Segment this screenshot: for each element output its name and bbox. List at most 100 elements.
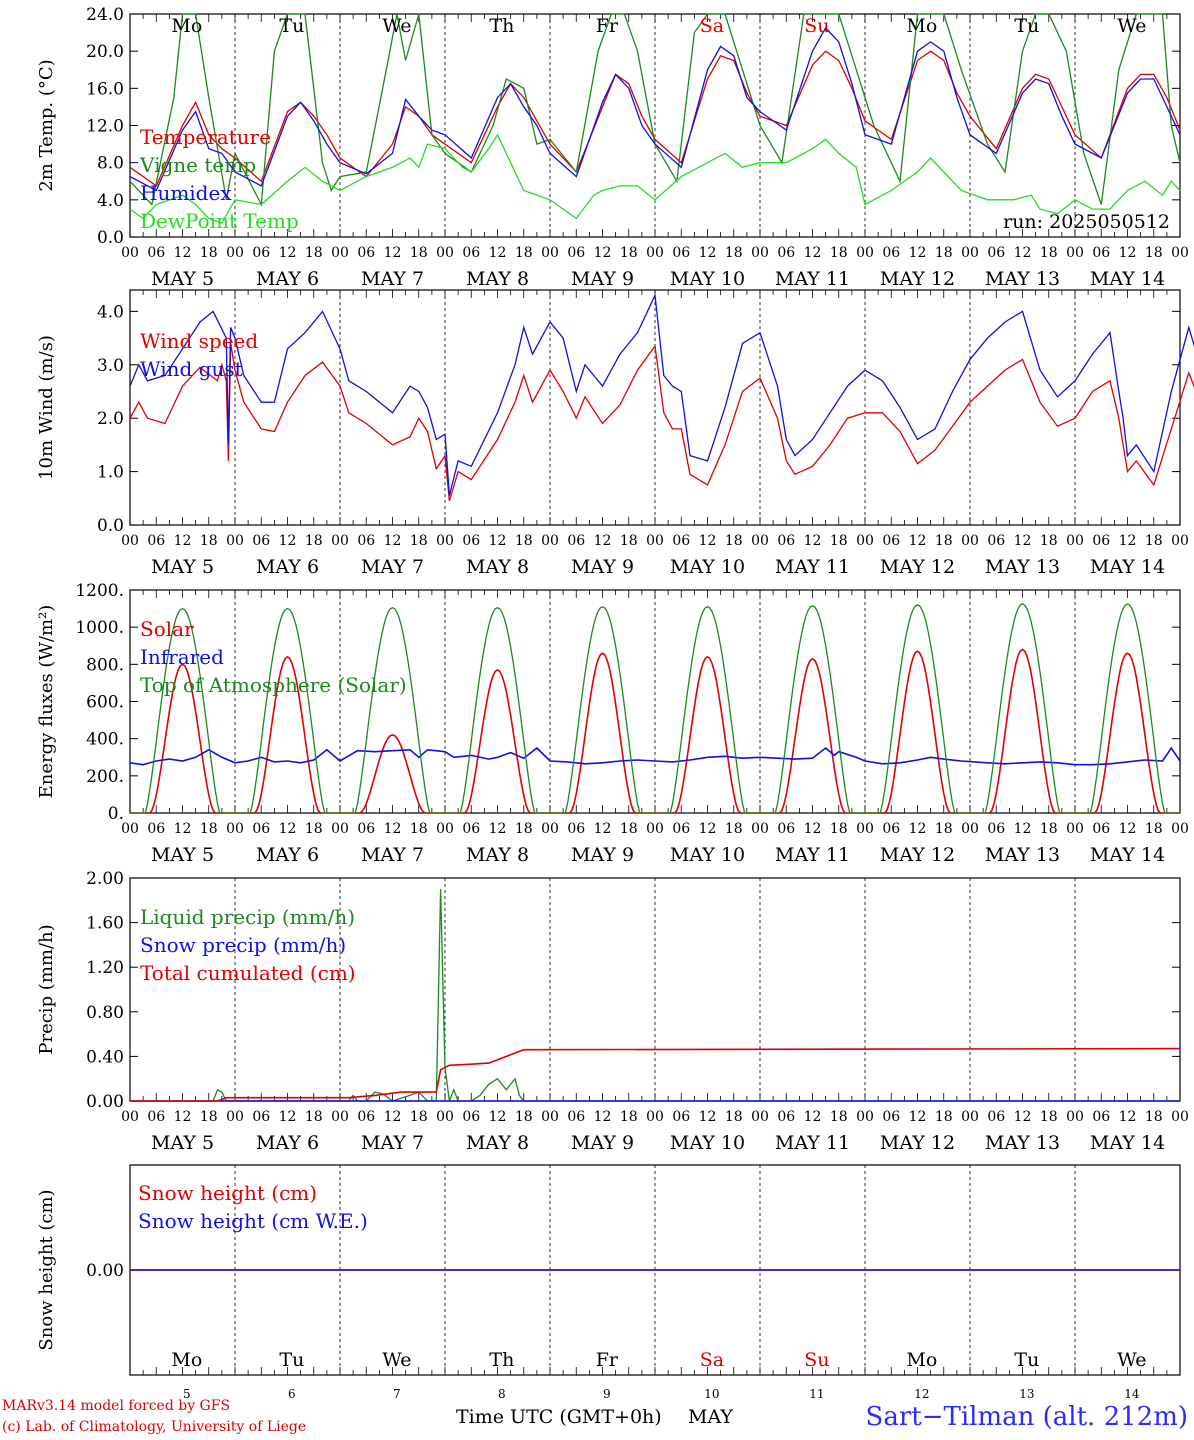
date-label: MAY 10 — [670, 556, 745, 578]
hour-label: 06 — [357, 821, 375, 837]
hour-label: 06 — [147, 821, 165, 837]
legend-entry: Temperature — [140, 125, 271, 149]
hour-label: 18 — [1145, 533, 1163, 549]
hour-label: 00 — [1171, 245, 1189, 261]
hour-label: 06 — [252, 245, 270, 261]
date-label: MAY 12 — [880, 556, 955, 578]
date-label: MAY 8 — [466, 268, 529, 290]
date-label: MAY 13 — [985, 268, 1060, 290]
hour-label: 18 — [935, 245, 953, 261]
day-number: 9 — [603, 1387, 611, 1401]
legend-entry: DewPoint Temp — [140, 209, 299, 233]
day-number: 6 — [288, 1387, 296, 1401]
model-credit: MARv3.14 model forced by GFS — [2, 1398, 231, 1414]
date-label: MAY 5 — [151, 556, 214, 578]
hour-label: 18 — [410, 533, 428, 549]
date-label: MAY 6 — [256, 268, 319, 290]
weekday-label: Fr — [596, 1349, 619, 1371]
hour-label: 12 — [279, 1109, 297, 1125]
legend-entry: Infrared — [140, 645, 224, 669]
y-tick-label: 1.20 — [86, 958, 124, 978]
hour-label: 12 — [384, 1109, 402, 1125]
y-tick-label: 200. — [86, 767, 124, 787]
hour-label: 00 — [856, 1109, 874, 1125]
hour-label: 06 — [252, 1109, 270, 1125]
hour-label: 06 — [882, 245, 900, 261]
date-label: MAY 14 — [1090, 556, 1165, 578]
legend-entry: Wind gust — [140, 357, 243, 381]
hour-label: 06 — [1092, 533, 1110, 549]
y-tick-label: 4.0 — [97, 302, 124, 322]
hour-label: 00 — [121, 245, 139, 261]
hour-label: 00 — [1171, 821, 1189, 837]
hour-label: 18 — [410, 821, 428, 837]
series-line-top-of-atmosphere-solar- — [130, 603, 1180, 814]
hour-label: 00 — [121, 1109, 139, 1125]
station-name: Sart−Tilman (alt. 212m) — [865, 1402, 1188, 1432]
hour-label: 12 — [279, 533, 297, 549]
hour-label: 18 — [935, 1109, 953, 1125]
hour-label: 00 — [646, 1109, 664, 1125]
legend-entry: Snow height (cm W.E.) — [138, 1209, 368, 1233]
weekday-label: Tu — [279, 1349, 304, 1371]
hour-label: 06 — [252, 821, 270, 837]
hour-label: 00 — [436, 821, 454, 837]
hour-label: 00 — [331, 245, 349, 261]
y-axis-label: Energy fluxes (W/m²) — [36, 605, 57, 799]
date-label: MAY 12 — [880, 1132, 955, 1154]
hour-label: 00 — [751, 1109, 769, 1125]
hour-label: 00 — [541, 821, 559, 837]
date-label: MAY 5 — [151, 268, 214, 290]
hour-label: 18 — [515, 245, 533, 261]
y-tick-label: 0.00 — [86, 1092, 124, 1112]
hour-label: 18 — [1040, 245, 1058, 261]
hour-label: 18 — [200, 1109, 218, 1125]
plot-frame — [129, 13, 1181, 238]
date-label: MAY 13 — [985, 844, 1060, 866]
hour-label: 00 — [856, 821, 874, 837]
hour-label: 06 — [147, 1109, 165, 1125]
hour-label: 06 — [987, 821, 1005, 837]
hour-label: 06 — [462, 1109, 480, 1125]
hour-label: 00 — [961, 533, 979, 549]
hour-label: 06 — [567, 533, 585, 549]
hour-label: 18 — [410, 245, 428, 261]
date-label: MAY 7 — [361, 556, 424, 578]
hour-label: 00 — [436, 245, 454, 261]
y-tick-label: 0.80 — [86, 1003, 124, 1023]
hour-label: 06 — [672, 245, 690, 261]
hour-label: 18 — [1145, 1109, 1163, 1125]
series-line-vigne-temp — [129, 13, 1181, 207]
date-label: MAY 12 — [880, 268, 955, 290]
hour-label: 00 — [226, 821, 244, 837]
hour-label: 12 — [489, 1109, 507, 1125]
hour-label: 12 — [1014, 533, 1032, 549]
hour-label: 18 — [935, 533, 953, 549]
hour-label: 00 — [121, 821, 139, 837]
y-tick-label: 2.00 — [86, 869, 124, 889]
y-tick-label: 24.0 — [86, 5, 124, 25]
y-tick-label: 1.0 — [97, 463, 124, 483]
hour-label: 00 — [961, 245, 979, 261]
date-label: MAY 9 — [571, 1132, 634, 1154]
y-tick-label: 8.0 — [97, 154, 124, 174]
hour-label: 06 — [567, 245, 585, 261]
hour-label: 18 — [305, 821, 323, 837]
hour-label: 00 — [331, 1109, 349, 1125]
y-tick-label: 600. — [86, 693, 124, 713]
hour-label: 06 — [777, 821, 795, 837]
hour-label: 12 — [699, 1109, 717, 1125]
hour-label: 06 — [357, 245, 375, 261]
hour-label: 00 — [226, 533, 244, 549]
hour-label: 18 — [305, 245, 323, 261]
weekday-label: We — [382, 15, 411, 37]
hour-label: 12 — [384, 821, 402, 837]
hour-label: 00 — [1066, 533, 1084, 549]
hour-label: 06 — [462, 245, 480, 261]
hour-label: 12 — [909, 533, 927, 549]
date-label: MAY 7 — [361, 844, 424, 866]
legend-entry: Liquid precip (mm/h) — [140, 905, 355, 929]
hour-label: 12 — [699, 821, 717, 837]
date-label: MAY 11 — [775, 556, 850, 578]
